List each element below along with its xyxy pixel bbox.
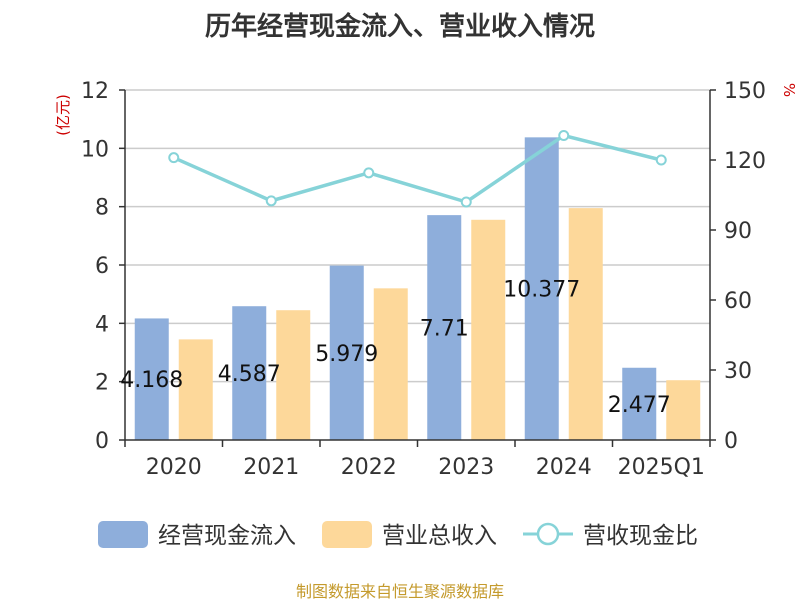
data-label-cash-inflow: 2.477	[608, 393, 671, 418]
bar-cash-inflow	[622, 367, 657, 440]
x-tick-label: 2025Q1	[618, 455, 705, 480]
bar-total-revenue	[666, 380, 701, 440]
ratio-point	[265, 195, 277, 207]
y-left-tick-label: 10	[81, 137, 109, 162]
data-label-cash-inflow: 5.979	[315, 342, 378, 367]
bar-total-revenue	[276, 310, 311, 440]
x-tick-label: 2023	[438, 455, 494, 480]
y-left-tick-label: 6	[95, 254, 109, 279]
data-label-cash-inflow: 4.168	[120, 368, 183, 393]
y-left-tick-label: 2	[95, 371, 109, 396]
y-left-tick-label: 0	[95, 429, 109, 454]
y-left-unit: (亿元)	[54, 94, 72, 136]
bar-cash-inflow	[329, 265, 364, 440]
bar-cash-inflow	[427, 215, 462, 440]
legend-swatch-total-revenue	[322, 521, 372, 548]
bar-total-revenue	[568, 208, 603, 440]
data-label-cash-inflow: 4.587	[218, 362, 281, 387]
y-right-tick-label: 0	[724, 429, 738, 454]
source-note: 制图数据来自恒生聚源数据库	[295, 582, 504, 601]
bar-total-revenue	[373, 288, 408, 440]
legend-marker-ratio	[536, 522, 560, 546]
y-right-tick-label: 90	[724, 219, 752, 244]
data-label-cash-inflow: 7.71	[420, 317, 469, 342]
x-tick-label: 2024	[536, 455, 592, 480]
gridlines	[125, 89, 710, 383]
y-left-tick-label: 12	[81, 79, 109, 104]
y-right-tick-label: 60	[724, 289, 752, 314]
ratio-point	[168, 152, 180, 164]
bar-cash-inflow	[232, 306, 267, 440]
x-tick-label: 2021	[243, 455, 299, 480]
y-left-tick-label: 8	[95, 196, 109, 221]
ratio-point	[558, 130, 570, 141]
bars	[134, 137, 701, 440]
legend-label-cash-inflow: 经营现金流入	[158, 523, 296, 549]
legend-label-ratio: 营收现金比	[583, 523, 698, 549]
x-tick-label: 2020	[146, 455, 202, 480]
bar-cash-inflow	[134, 318, 169, 440]
y-right-tick-label: 150	[724, 79, 766, 104]
y-left-tick-label: 4	[95, 312, 109, 337]
y-right-tick-label: 120	[724, 149, 766, 174]
bar-cash-inflow	[524, 137, 559, 440]
chart-title: 历年经营现金流入、营业收入情况	[204, 12, 595, 42]
y-right-unit: %	[780, 83, 798, 97]
ratio-point	[460, 196, 472, 208]
legend-label-total-revenue: 营业总收入	[382, 523, 497, 549]
bar-total-revenue	[471, 219, 506, 440]
y-right-tick-label: 30	[724, 359, 752, 384]
ratio-line-path	[173, 133, 662, 204]
bar-total-revenue	[178, 339, 213, 440]
ratio-point	[363, 167, 375, 179]
legend: 经营现金流入 营业总收入 营收现金比	[98, 521, 698, 549]
ratio-line	[168, 130, 667, 208]
data-labels: 4.168 4.587 5.979 7.71 10.377 2.477	[120, 278, 670, 418]
ratio-point	[655, 154, 667, 166]
data-label-cash-inflow: 10.377	[503, 278, 580, 303]
x-tick-label: 2022	[341, 455, 397, 480]
legend-swatch-cash-inflow	[98, 521, 148, 548]
